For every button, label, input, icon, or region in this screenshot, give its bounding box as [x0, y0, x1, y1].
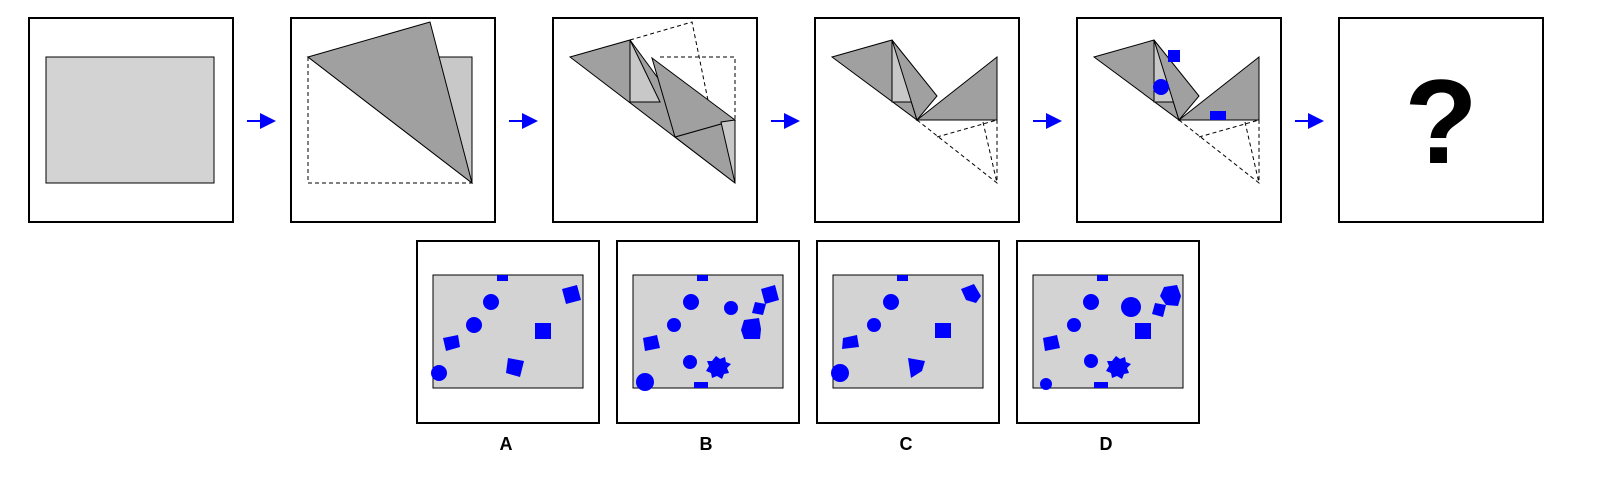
punch-hole-circle	[1153, 79, 1169, 95]
hole-square	[497, 275, 508, 281]
folded-layer	[1153, 39, 1200, 122]
hole-square	[761, 285, 779, 304]
hole-pentagon	[842, 335, 859, 349]
fold-ghost-outline	[307, 57, 472, 184]
hole-circle	[1084, 354, 1098, 368]
hole-circle	[1067, 318, 1081, 332]
folded-layer	[891, 39, 938, 122]
punch-hole-square	[1168, 50, 1180, 62]
option-d[interactable]: D	[1016, 240, 1200, 454]
hole-square	[1152, 303, 1166, 317]
punch-hole-rectangle	[1210, 111, 1226, 120]
option-label[interactable]: D	[1100, 434, 1113, 454]
hole-pentagon	[443, 335, 460, 351]
hole-circle	[431, 365, 447, 381]
hole-pentagon	[752, 302, 766, 315]
paper-sheet	[45, 56, 215, 184]
option-c[interactable]: C	[816, 240, 1000, 454]
hole-circle	[867, 318, 881, 332]
hole-square	[1135, 323, 1151, 339]
hole-star	[1106, 356, 1131, 379]
folded-layer	[720, 119, 736, 184]
hole-circle	[1083, 294, 1099, 310]
hole-square	[643, 335, 660, 351]
hole-circle	[1121, 297, 1141, 317]
fold-ghost-line	[982, 121, 998, 184]
hole-circle	[466, 317, 482, 333]
option-label[interactable]: A	[500, 434, 513, 454]
step-panel-3	[552, 17, 758, 223]
question-mark: ?	[1404, 55, 1477, 189]
option-a[interactable]: A	[416, 240, 600, 454]
hole-square	[506, 358, 524, 377]
folded-flap	[915, 55, 998, 121]
hole-circle	[683, 294, 699, 310]
fold-ghost-outline	[916, 119, 998, 185]
step-panel-1	[28, 17, 234, 223]
panel-frame	[1338, 17, 1544, 223]
hole-circle	[1040, 378, 1052, 390]
hole-circle	[831, 364, 849, 382]
step-panel-5	[1076, 17, 1282, 223]
fold-ghost-line	[936, 119, 998, 138]
folded-layer	[629, 39, 661, 103]
hole-pentagon	[908, 358, 925, 378]
folded-flap	[306, 21, 473, 185]
hole-circle	[683, 355, 697, 369]
option-b[interactable]: B	[616, 240, 800, 454]
hole-pentagon	[562, 285, 581, 304]
hole-square	[697, 275, 708, 281]
hole-square	[535, 323, 551, 339]
option-label[interactable]: B	[700, 434, 713, 454]
hole-square	[935, 323, 951, 338]
hole-circle	[724, 301, 738, 315]
hole-pentagon	[1160, 285, 1181, 306]
hole-circle	[483, 294, 499, 310]
question-panel: ?	[1338, 17, 1544, 223]
step-panel-4	[814, 17, 1020, 223]
unfolded-sheet	[832, 274, 984, 389]
hole-square	[897, 275, 908, 281]
option-label[interactable]: C	[900, 434, 913, 454]
hole-circle	[636, 373, 654, 391]
hole-square	[1097, 275, 1108, 281]
step-panel-2	[290, 17, 496, 223]
hole-star	[706, 356, 731, 379]
hole-circle	[667, 318, 681, 332]
hole-square	[694, 382, 708, 388]
folded-flap	[651, 56, 737, 138]
fold-ghost-line	[1244, 121, 1260, 184]
fold-ghost-outline	[660, 56, 736, 120]
fold-ghost-line	[1198, 119, 1260, 138]
hole-star	[741, 318, 761, 339]
hole-circle	[883, 294, 899, 310]
hole-pentagon	[961, 284, 981, 303]
fold-ghost-outline	[629, 21, 713, 121]
hole-star	[1043, 335, 1060, 351]
fold-ghost-outline	[1178, 119, 1260, 185]
hole-square	[1094, 382, 1108, 388]
